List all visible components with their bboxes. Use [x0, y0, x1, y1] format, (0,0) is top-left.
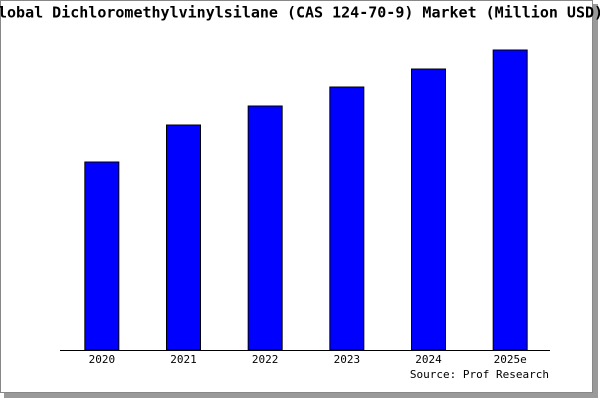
x-tick-label: 2021: [170, 353, 197, 366]
x-tick-label: 2025e: [494, 353, 527, 366]
bar: [247, 105, 283, 351]
x-tick-label: 2023: [334, 353, 361, 366]
source-note: Source: Prof Research: [410, 368, 549, 381]
bar: [329, 86, 365, 351]
x-tick-label: 2022: [252, 353, 279, 366]
x-tick-label: 2024: [415, 353, 442, 366]
bar: [84, 161, 120, 351]
plot-area: [60, 40, 550, 350]
bar: [411, 68, 446, 351]
bar: [492, 49, 528, 351]
chart-title: Global Dichloromethylvinylsilane (CAS 12…: [0, 4, 600, 22]
bar: [166, 124, 201, 351]
x-tick-label: 2020: [89, 353, 116, 366]
